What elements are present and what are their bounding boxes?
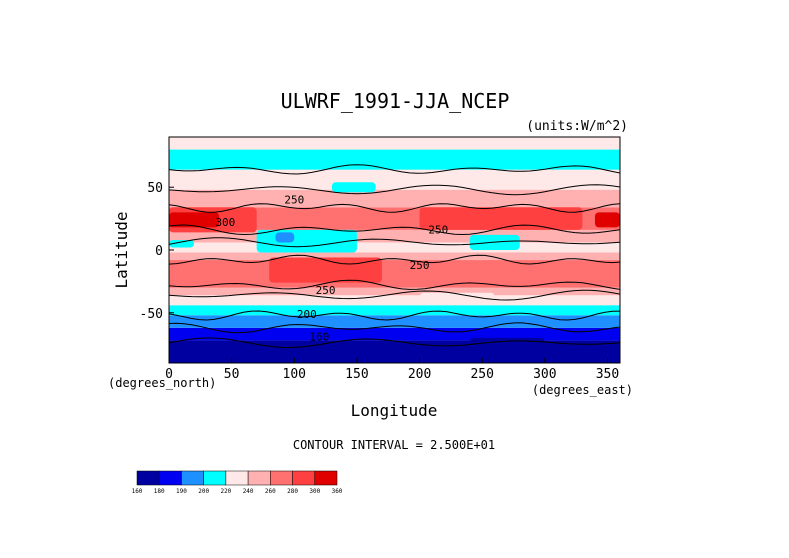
x-tick-label: 0 <box>165 367 173 382</box>
field-region <box>269 257 382 283</box>
x-axis-label: Longitude <box>351 401 438 420</box>
field-region <box>419 292 495 303</box>
chart-title: ULWRF_1991-JJA_NCEP <box>281 89 510 113</box>
y-tick-label: 0 <box>155 244 163 259</box>
field-band <box>169 137 620 150</box>
colorbar-swatch <box>247 470 271 486</box>
contour-line <box>169 322 620 334</box>
y-axis-label: Latitude <box>112 211 131 288</box>
colorbar-level-label: 260 <box>265 488 276 495</box>
field-region <box>594 212 620 228</box>
field-band <box>169 252 620 261</box>
x-tick-label: 50 <box>224 367 240 382</box>
contour-line <box>169 203 620 213</box>
contour-label: 160 <box>309 330 329 343</box>
colorbar-level-label: 240 <box>243 488 254 495</box>
colorbar: 160 180 190 200 220 240 260 280 300 360 <box>132 470 343 495</box>
colorbar-level-label: 280 <box>287 488 298 495</box>
colorbar-swatch <box>225 470 249 486</box>
contour-line <box>169 237 620 248</box>
contour-label: 250 <box>316 284 336 297</box>
x-tick-label: 100 <box>283 367 306 382</box>
colorbar-level-label: 360 <box>332 488 343 495</box>
field-band <box>169 327 620 341</box>
field-band <box>169 260 620 288</box>
contour-label: 300 <box>215 216 235 229</box>
field-region <box>275 232 295 243</box>
colorbar-swatch <box>270 470 293 486</box>
colorbar-swatch <box>314 470 338 486</box>
colorbar-swatch <box>203 470 227 486</box>
contour-label: 250 <box>284 194 304 207</box>
contour-label: 250 <box>410 259 430 272</box>
field-band <box>169 340 620 363</box>
field-band <box>169 169 620 190</box>
x-tick-label: 300 <box>533 367 556 382</box>
x-tick-label: 200 <box>408 367 431 382</box>
field-region <box>169 239 195 248</box>
contour-label: 200 <box>297 308 317 321</box>
field-band <box>169 295 620 306</box>
y-tick-label: -50 <box>140 307 163 322</box>
x-unit-label: (degrees_east) <box>532 383 633 397</box>
field-region <box>419 207 583 230</box>
contour-line <box>169 337 620 349</box>
colorbar-swatch <box>181 470 204 486</box>
field-region <box>469 337 545 351</box>
contour-line <box>169 310 620 321</box>
field-band <box>169 242 620 253</box>
field-band <box>169 315 620 328</box>
y-unit-label: (degrees_north) <box>108 376 216 390</box>
colorbar-level-label: 190 <box>176 488 187 495</box>
colorbar-swatch <box>136 470 160 486</box>
x-tick-label: 350 <box>596 367 619 382</box>
colorbar-level-label: 220 <box>220 488 231 495</box>
colorbar-level-label: 200 <box>198 488 209 495</box>
contour-line <box>169 164 620 175</box>
x-tick-label: 150 <box>345 367 368 382</box>
contour-line <box>169 254 620 265</box>
colorbar-level-label: 180 <box>154 488 165 495</box>
contour-line <box>169 279 620 290</box>
field-band <box>169 149 620 170</box>
field-region <box>256 229 357 253</box>
contour-line <box>169 184 620 196</box>
x-tick-label: 250 <box>470 367 493 382</box>
field-region <box>169 212 220 228</box>
contour-line <box>169 289 620 301</box>
field-band <box>169 305 620 316</box>
y-tick-label: 50 <box>147 181 163 196</box>
colorbar-swatch <box>158 470 182 486</box>
contour-interval-text: CONTOUR INTERVAL = 2.500E+01 <box>293 438 495 452</box>
field-band <box>169 189 620 208</box>
colorbar-swatch <box>292 470 316 486</box>
field-band <box>169 287 620 296</box>
field-region <box>331 182 376 193</box>
contour-label: 250 <box>428 224 448 237</box>
colorbar-level-label: 300 <box>309 488 320 495</box>
contour-line <box>169 224 620 236</box>
heatmap-field <box>169 137 620 363</box>
colorbar-level-label: 160 <box>132 488 143 495</box>
units-label: (units:W/m^2) <box>526 119 628 134</box>
